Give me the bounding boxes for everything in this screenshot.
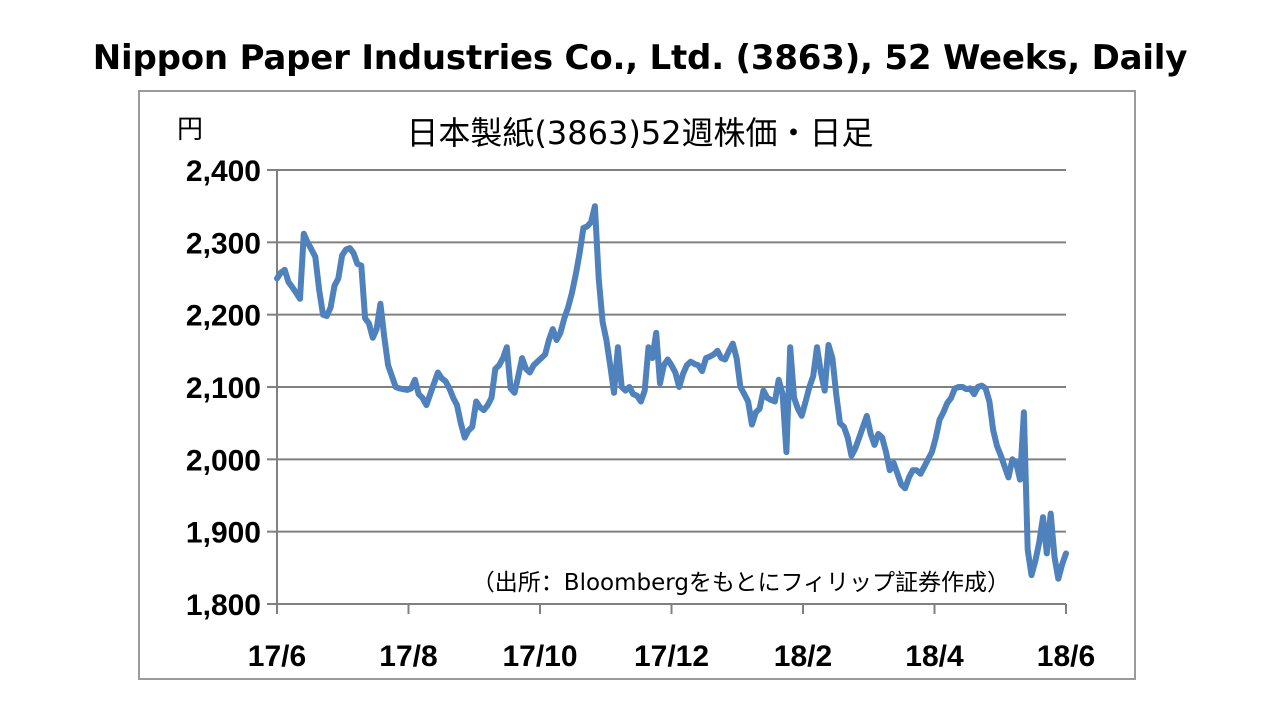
y-tick-label: 2,200 [186,300,261,333]
x-tick-label: 17/12 [634,640,709,673]
y-tick-label: 2,400 [186,155,261,188]
unit-label: 円 [177,115,203,145]
x-axis-tick-labels: 17/6 17/8 17/10 17/12 18/2 18/4 18/6 [248,640,1095,673]
y-tick-label: 1,800 [186,589,261,622]
page-title: Nippon Paper Industries Co., Ltd. (3863)… [92,38,1188,78]
y-tick-label: 1,900 [186,517,261,550]
source-note: （出所：Bloombergをもとにフィリップ証券作成） [472,570,1010,596]
x-tick-label: 17/6 [248,640,306,673]
gridlines [267,169,1066,605]
axes [276,170,1067,614]
x-tick-label: 18/2 [774,640,832,673]
x-tick-label: 18/6 [1037,640,1095,673]
chart-title: 日本製紙(3863)52週株価・日足 [406,114,873,152]
x-tick-label: 18/4 [905,640,964,673]
y-tick-label: 2,000 [186,444,261,477]
y-axis-tick-labels: 2,400 2,300 2,200 2,100 2,000 1,900 1,800 [186,155,261,622]
y-tick-label: 2,300 [186,227,261,260]
chart-frame [138,90,1136,680]
x-tick-label: 17/8 [379,640,437,673]
x-tick-label: 17/10 [502,640,577,673]
series-line [274,203,1069,582]
series-layer [274,203,1069,582]
y-tick-label: 2,100 [186,372,261,405]
